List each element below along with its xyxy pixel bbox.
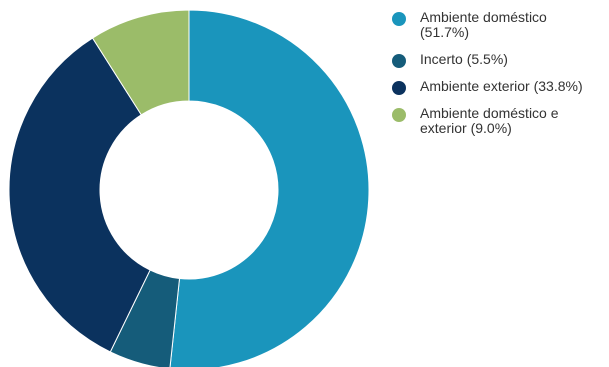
legend-label-line: (51.7%) (420, 24, 470, 40)
slice-ambiente-domestico-e-exterior[interactable] (91, 9, 190, 116)
legend-label-line: exterior (9.0%) (420, 120, 512, 136)
legend-item-ambiente-exterior[interactable]: Ambiente exterior (33.8%) (392, 78, 602, 95)
donut-chart (8, 9, 370, 367)
legend-label-line: Ambiente doméstico (420, 9, 547, 25)
legend-item-ambiente-domestico-e-exterior[interactable]: Ambiente doméstico e exterior (9.0%) (392, 106, 602, 136)
slice-ambiente-exterior[interactable] (8, 37, 151, 353)
donut-slices (8, 9, 370, 367)
legend-label-line: Ambiente doméstico e (420, 105, 559, 121)
legend-item-incerto[interactable]: Incerto (5.5%) (392, 51, 602, 68)
legend-swatch-ambiente-exterior (392, 81, 406, 95)
legend-swatch-incerto (392, 54, 406, 68)
legend-swatch-ambiente-domestico-e-exterior (392, 108, 406, 122)
legend-label-line: Ambiente exterior (33.8%) (420, 78, 583, 94)
legend-label-line: Incerto (5.5%) (420, 51, 508, 67)
legend-swatch-ambiente-domestico (392, 12, 406, 26)
legend-item-ambiente-domestico[interactable]: Ambiente doméstico (51.7%) (392, 10, 602, 40)
chart-legend: Ambiente doméstico (51.7%) Incerto (5.5%… (392, 10, 602, 148)
slice-ambiente-domestico[interactable] (169, 9, 370, 367)
